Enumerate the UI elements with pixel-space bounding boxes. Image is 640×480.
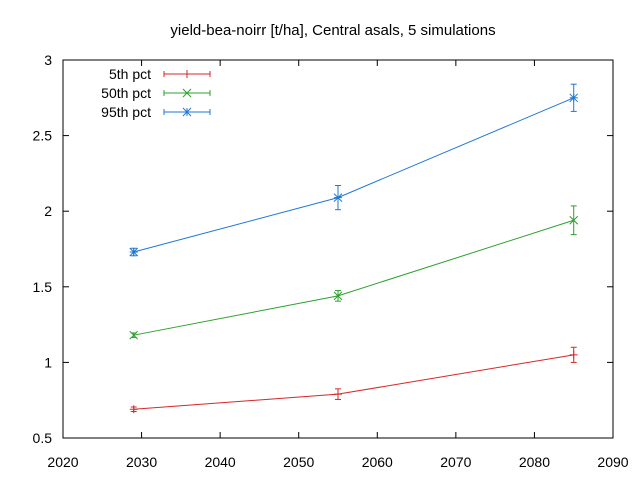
y-tick-label: 2.5 [33, 128, 53, 144]
x-tick-label: 2080 [519, 454, 550, 470]
data-point-plus [569, 350, 578, 359]
x-tick-label: 2050 [283, 454, 314, 470]
data-point-plus [334, 390, 342, 399]
legend-label: 5th pct [109, 66, 151, 82]
data-point-cross [333, 291, 343, 301]
x-tick-label: 2060 [362, 454, 393, 470]
plot-frame [62, 59, 614, 439]
data-point-cross [129, 330, 139, 340]
y-tick-label: 3 [44, 52, 52, 68]
series-5th-pct [129, 346, 578, 414]
data-point-star [129, 247, 139, 257]
data-point-star [569, 93, 579, 103]
data-point-star [182, 107, 192, 117]
legend: 5th pct 50th pct 95th pct [101, 66, 211, 120]
y-tick-label: 1 [44, 354, 52, 370]
x-tick-label: 2030 [126, 454, 157, 470]
data-point-cross [182, 88, 192, 98]
x-tick-label: 2070 [440, 454, 471, 470]
axes-layer: 2020 2030 2040 2050 2060 2070 2080 2090 0.5 1 1.5 2… [33, 52, 629, 470]
legend-entry: 50th pct [101, 85, 211, 101]
data-point-star [333, 193, 343, 202]
y-tick-label: 1.5 [33, 279, 53, 295]
y-tick-label: 0.5 [33, 430, 53, 446]
data-point-plus [129, 405, 138, 414]
series-95th-pct [129, 83, 579, 257]
series-line [133, 97, 574, 253]
x-tick-label: 2020 [47, 454, 78, 470]
data-point-plus [183, 70, 191, 78]
legend-entry: 5th pct [109, 66, 211, 82]
series-line [133, 219, 574, 336]
data-point-cross [569, 215, 579, 225]
series-line [133, 354, 574, 410]
legend-label: 50th pct [101, 85, 151, 101]
series-50th-pct [129, 205, 579, 340]
legend-entry: 95th pct [101, 104, 211, 120]
y-tick-label: 2 [44, 203, 52, 219]
legend-label: 95th pct [101, 104, 151, 120]
series-layer [129, 83, 579, 414]
x-tick-label: 2040 [205, 454, 236, 470]
chart-title: yield-bea-noirr [t/ha], Central asals, 5… [170, 22, 495, 39]
x-tick-label: 2090 [597, 454, 628, 470]
